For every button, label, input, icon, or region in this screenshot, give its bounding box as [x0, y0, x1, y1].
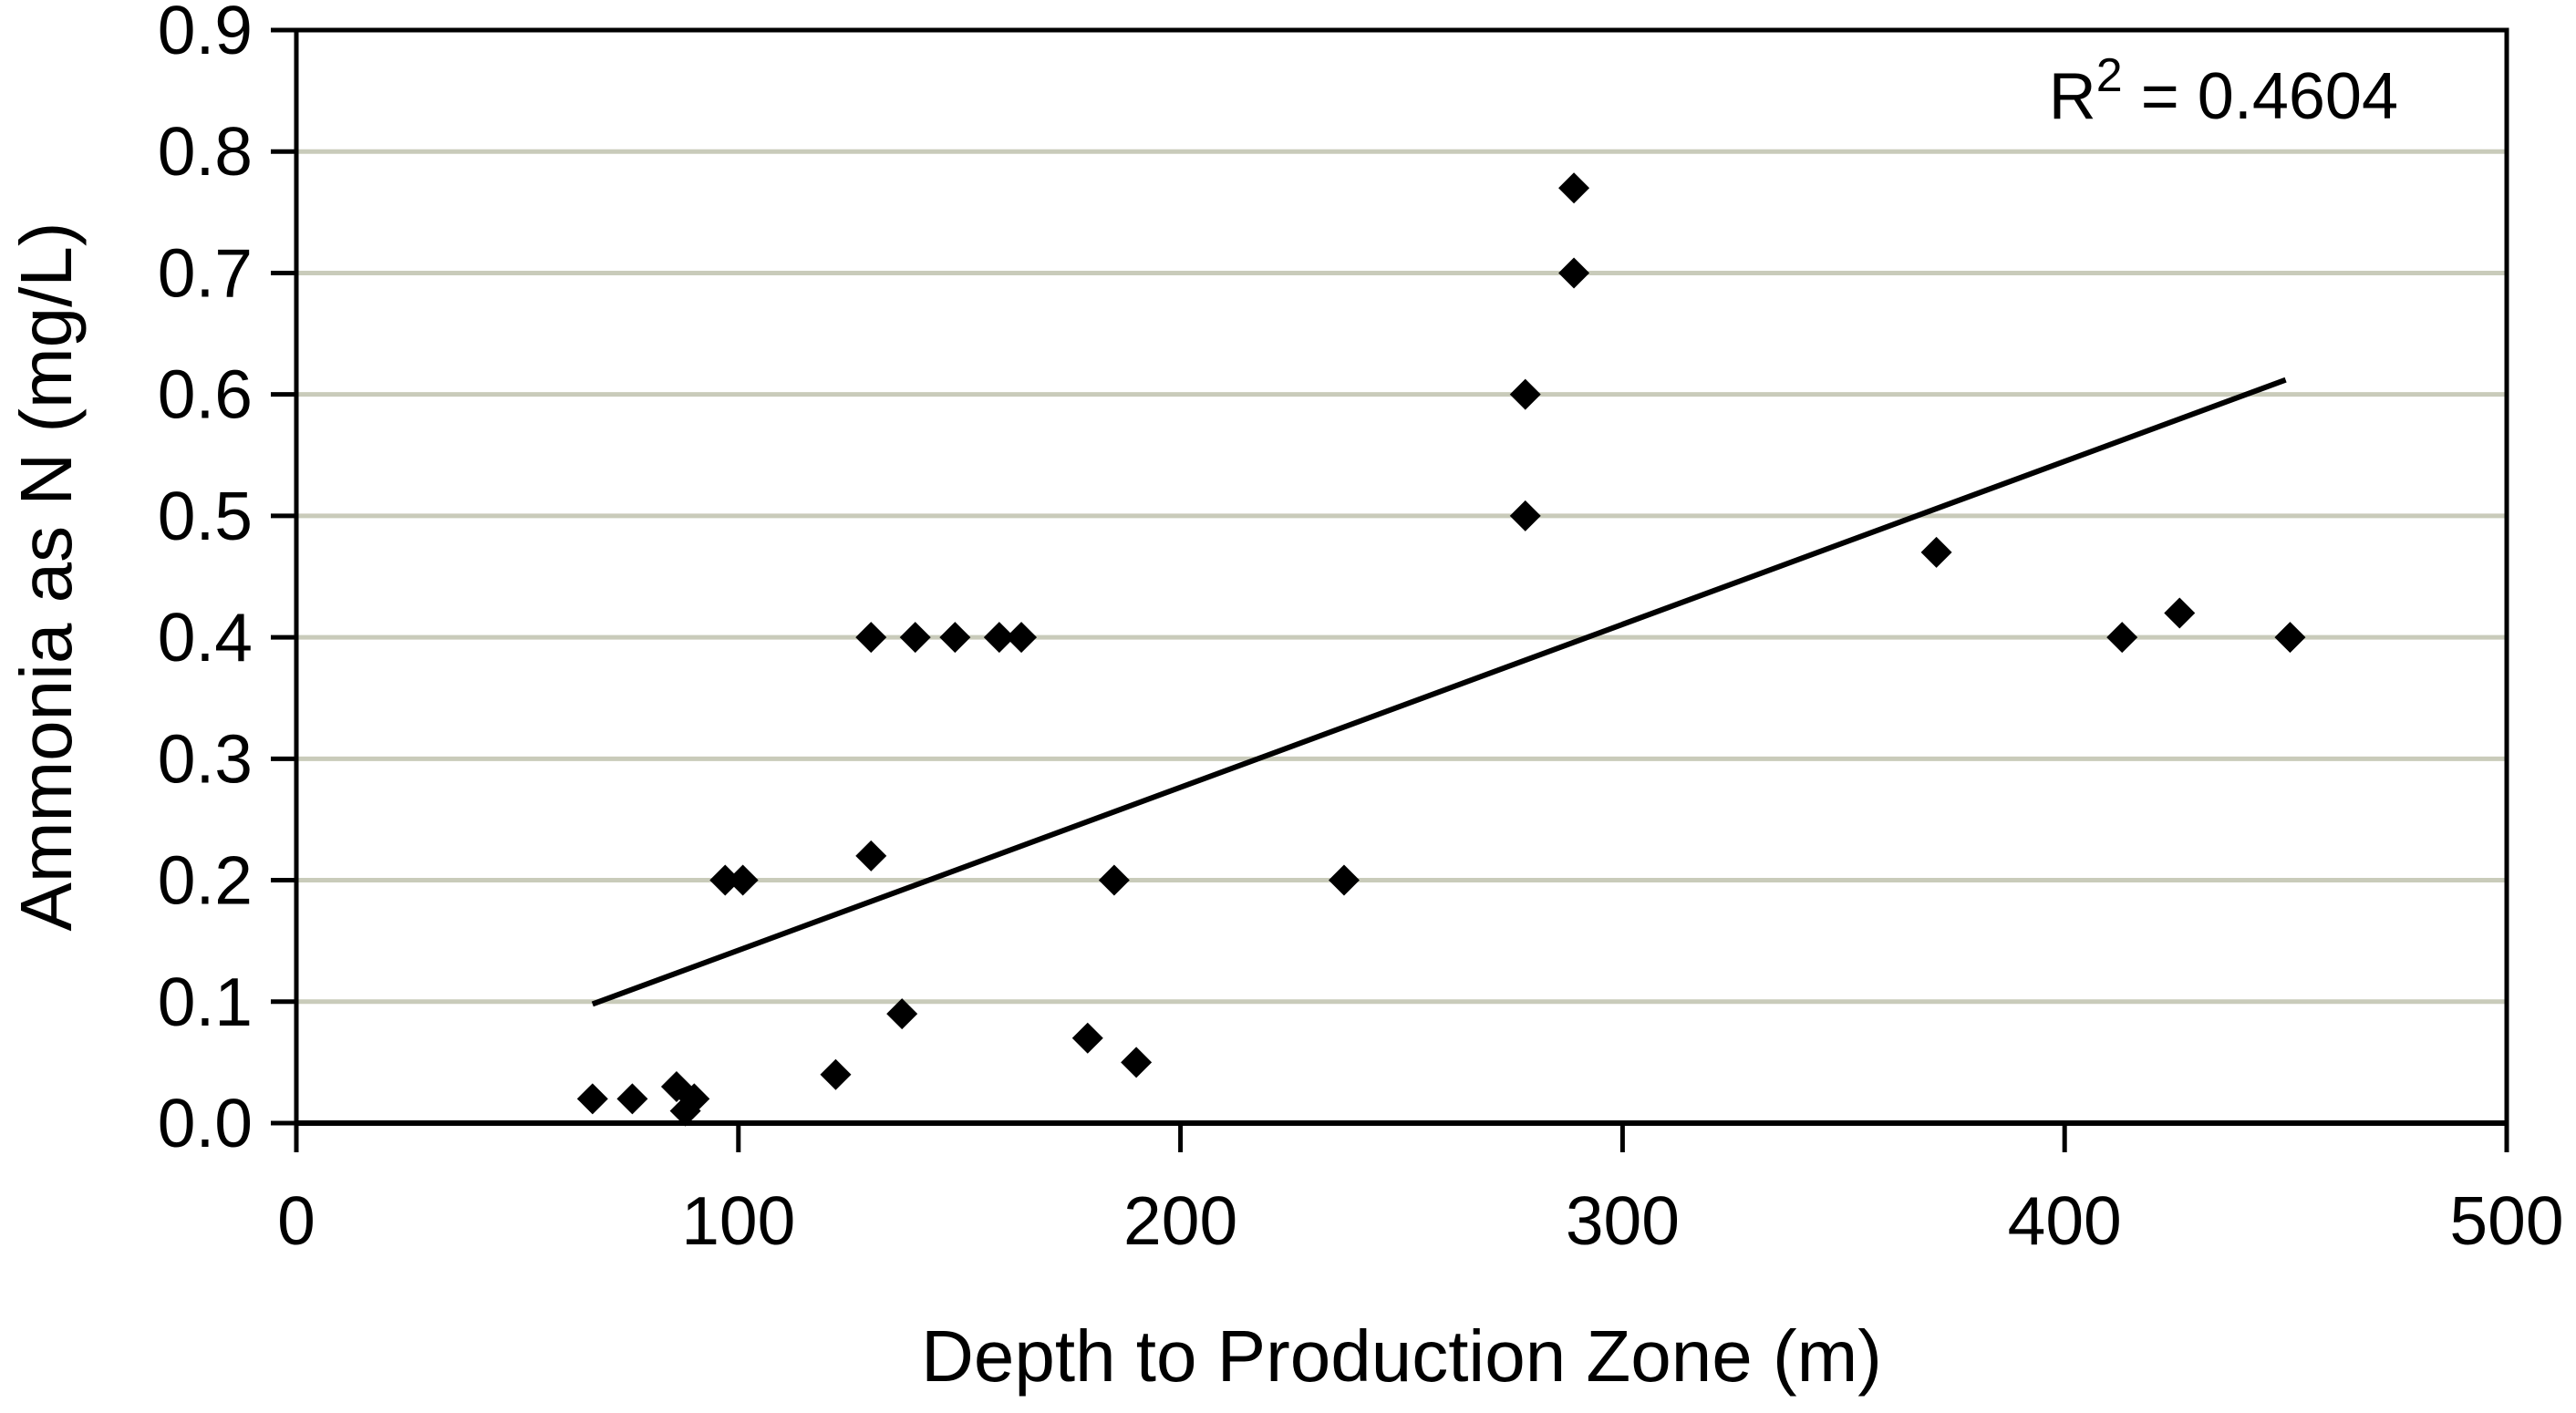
data-point: [709, 864, 741, 896]
x-tick-label: 0: [277, 1182, 316, 1259]
y-axis-title: Ammonia as N (mg/L): [5, 222, 87, 932]
data-point: [983, 622, 1015, 654]
data-point: [2164, 597, 2196, 629]
y-tick-label: 0.4: [158, 599, 253, 676]
data-point: [1509, 378, 1541, 410]
data-point: [1121, 1047, 1153, 1078]
data-point: [939, 622, 971, 654]
y-tick-label: 0.6: [158, 356, 253, 433]
y-tick-label: 0.0: [158, 1085, 253, 1161]
data-point: [576, 1083, 608, 1115]
trendline: [591, 376, 2287, 1007]
x-axis-title: Depth to Production Zone (m): [921, 1315, 1882, 1397]
x-tick-label: 300: [1566, 1182, 1680, 1259]
y-tick-label: 0.5: [158, 478, 253, 554]
data-point: [1920, 536, 1952, 568]
data-point: [1328, 864, 1360, 896]
y-tick-label: 0.8: [158, 113, 253, 190]
data-point: [2106, 622, 2138, 654]
data-point: [1071, 1022, 1103, 1054]
data-point: [1098, 864, 1130, 896]
data-point: [1558, 257, 1590, 289]
x-tick-label: 100: [681, 1182, 795, 1259]
data-point: [886, 998, 918, 1030]
data-point: [727, 864, 759, 896]
r-squared-annotation: R2 = 0.4604: [2049, 49, 2398, 133]
data-point: [820, 1058, 852, 1090]
x-tick-label: 400: [2008, 1182, 2122, 1259]
data-point: [616, 1083, 648, 1115]
y-tick-label: 0.1: [158, 964, 253, 1040]
data-point: [855, 840, 887, 872]
x-tick-label: 200: [1123, 1182, 1237, 1259]
y-tick-label: 0.2: [158, 842, 253, 919]
x-tick-label: 500: [2449, 1182, 2563, 1259]
data-point: [1558, 172, 1590, 204]
data-point: [855, 622, 887, 654]
y-tick-label: 0.7: [158, 234, 253, 311]
data-point: [2274, 622, 2306, 654]
y-tick-label: 0.9: [158, 0, 253, 68]
y-tick-label: 0.3: [158, 720, 253, 797]
data-point: [678, 1083, 710, 1115]
data-point: [1006, 622, 1038, 654]
data-point: [1509, 500, 1541, 531]
data-point: [899, 622, 931, 654]
